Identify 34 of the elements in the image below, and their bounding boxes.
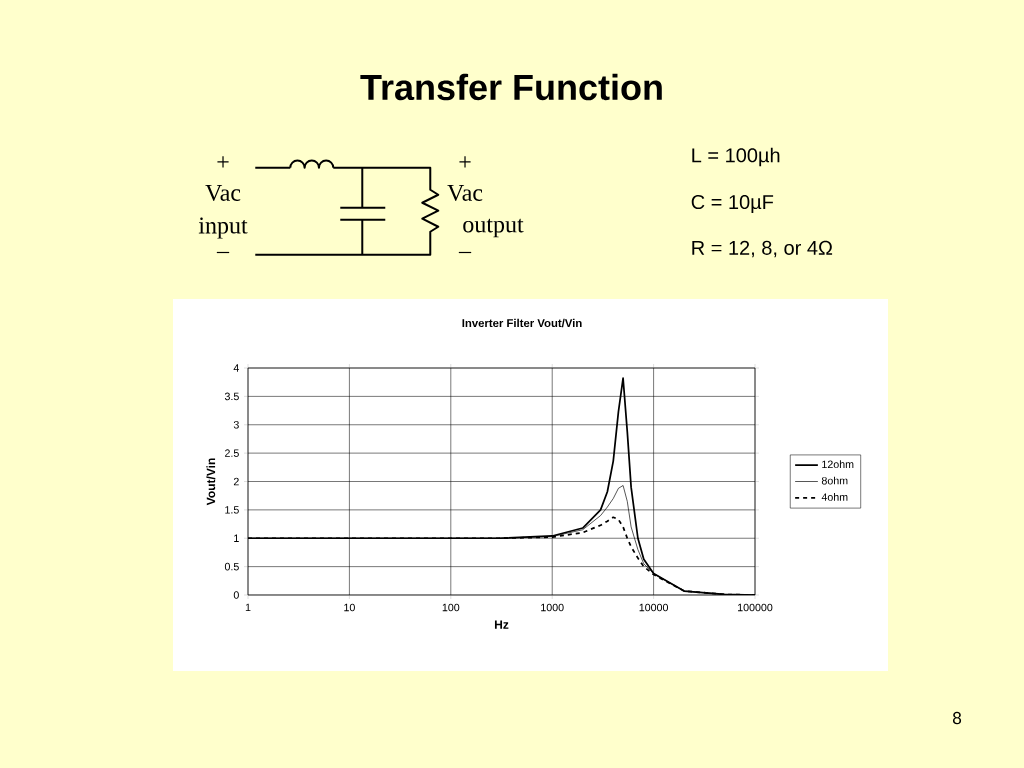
y-tick-label: 2 xyxy=(233,477,239,486)
text: + xyxy=(459,156,471,168)
y-tick-label: 3.5 xyxy=(224,392,239,401)
y-tick-label: 1 xyxy=(234,534,239,542)
text: input xyxy=(198,217,248,239)
chart-title: Transfer Function xyxy=(360,73,662,101)
y-tick-label: 4 xyxy=(233,364,239,372)
text: + xyxy=(217,156,229,168)
legend-label: 4ohm xyxy=(821,493,848,501)
text: 8 xyxy=(952,711,962,725)
y-tick-label: 0.5 xyxy=(224,562,239,571)
y-tick-label: 0 xyxy=(233,591,239,599)
text: Vac xyxy=(205,184,241,202)
text: L = 100µh xyxy=(692,147,780,167)
y-axis-title: Vout/Vin xyxy=(206,458,216,506)
text: – xyxy=(458,251,472,254)
x-axis-title: Hz xyxy=(494,620,509,629)
y-tick-label: 1.5 xyxy=(225,506,239,514)
x-tick-label: 100 xyxy=(442,603,460,612)
y-tick-label: 3 xyxy=(233,420,239,429)
text: output xyxy=(463,218,524,238)
legend-label: 8ohm xyxy=(821,476,848,485)
x-tick-label: 1000 xyxy=(541,603,564,612)
text: R = 12, 8, or 4Ω xyxy=(692,240,833,258)
text: – xyxy=(216,251,230,254)
chart-subtitle: Inverter Filter Vout/Vin xyxy=(462,318,582,328)
x-tick-label: 10 xyxy=(344,603,355,612)
legend-label: 12ohm xyxy=(822,460,854,469)
x-tick-label: 10000 xyxy=(639,603,669,612)
x-tick-label: 100000 xyxy=(738,603,773,612)
y-tick-label: 2.5 xyxy=(225,449,239,457)
text: Vac xyxy=(447,184,483,202)
text: C = 10µF xyxy=(691,194,774,214)
x-tick-label: 1 xyxy=(245,603,251,612)
